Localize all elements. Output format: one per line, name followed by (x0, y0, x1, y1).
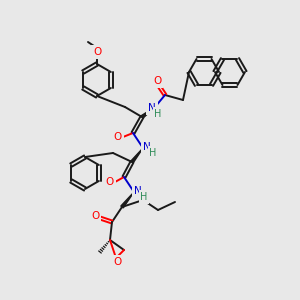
Text: O: O (114, 132, 122, 142)
Text: O: O (153, 76, 161, 86)
Text: O: O (93, 47, 101, 57)
Text: O: O (91, 211, 99, 221)
Text: H: H (154, 109, 162, 119)
Polygon shape (121, 192, 134, 208)
Polygon shape (131, 148, 143, 163)
Text: O: O (106, 177, 114, 187)
Polygon shape (141, 107, 155, 118)
Text: O: O (114, 257, 122, 267)
Text: H: H (149, 148, 157, 158)
Text: N: N (143, 142, 151, 152)
Text: N: N (148, 103, 156, 113)
Text: H: H (140, 192, 148, 202)
Text: N: N (134, 186, 142, 196)
